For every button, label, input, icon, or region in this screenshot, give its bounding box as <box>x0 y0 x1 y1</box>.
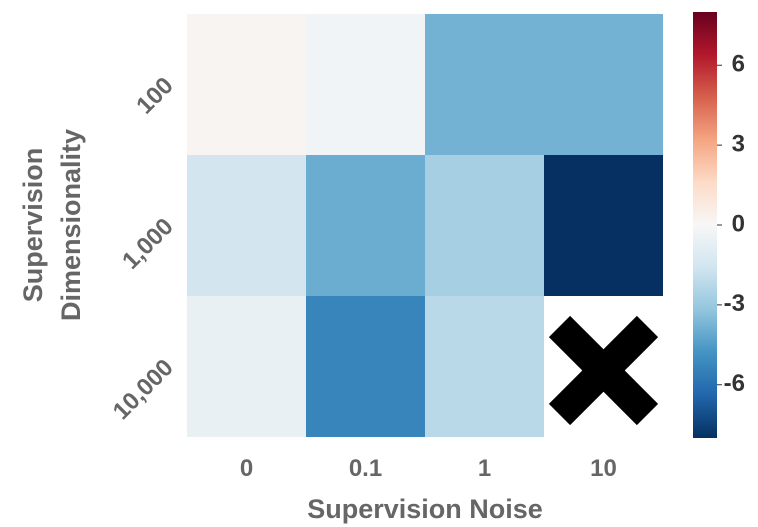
x-tick-label: 1 <box>478 455 491 482</box>
y-axis-ticks: 100 1,000 10,000 <box>108 72 179 425</box>
x-tick-label: 10 <box>590 455 617 482</box>
y-tick-label: 10,000 <box>108 354 179 425</box>
heatmap-cell <box>425 155 544 296</box>
missing-cell-markers <box>548 315 659 426</box>
colorbar <box>693 12 717 438</box>
heatmap-cell <box>306 296 425 437</box>
y-tick-label: 1,000 <box>117 213 179 275</box>
x-axis-ticks: 0 0.1 1 10 <box>240 455 617 482</box>
heatmap-cell <box>187 14 306 155</box>
heatmap-cell <box>425 296 544 437</box>
y-tick-label: 100 <box>131 72 178 119</box>
y-axis-label: Supervision Dimensionality <box>18 129 86 321</box>
colorbar-tick-label: 3 <box>732 130 745 157</box>
heatmap-cell <box>425 14 544 155</box>
heatmap-cell <box>187 155 306 296</box>
x-axis-label: Supervision Noise <box>307 494 543 524</box>
heatmap-cell <box>544 14 663 155</box>
colorbar-tick-label: -6 <box>724 370 745 397</box>
heatmap-cell <box>306 14 425 155</box>
colorbar-tick-label: 0 <box>732 210 745 237</box>
colorbar-ticks: 6 3 0 -3 -6 <box>717 51 745 397</box>
x-tick-label: 0 <box>240 455 253 482</box>
colorbar-tick-label: -3 <box>724 290 745 317</box>
x-tick-label: 0.1 <box>349 455 382 482</box>
heatmap-cell <box>306 155 425 296</box>
heatmap-cells <box>187 14 663 437</box>
missing-marker-icon <box>548 315 659 426</box>
heatmap-cell <box>544 155 663 296</box>
colorbar-tick-label: 6 <box>732 51 745 78</box>
heatmap-cell <box>187 296 306 437</box>
